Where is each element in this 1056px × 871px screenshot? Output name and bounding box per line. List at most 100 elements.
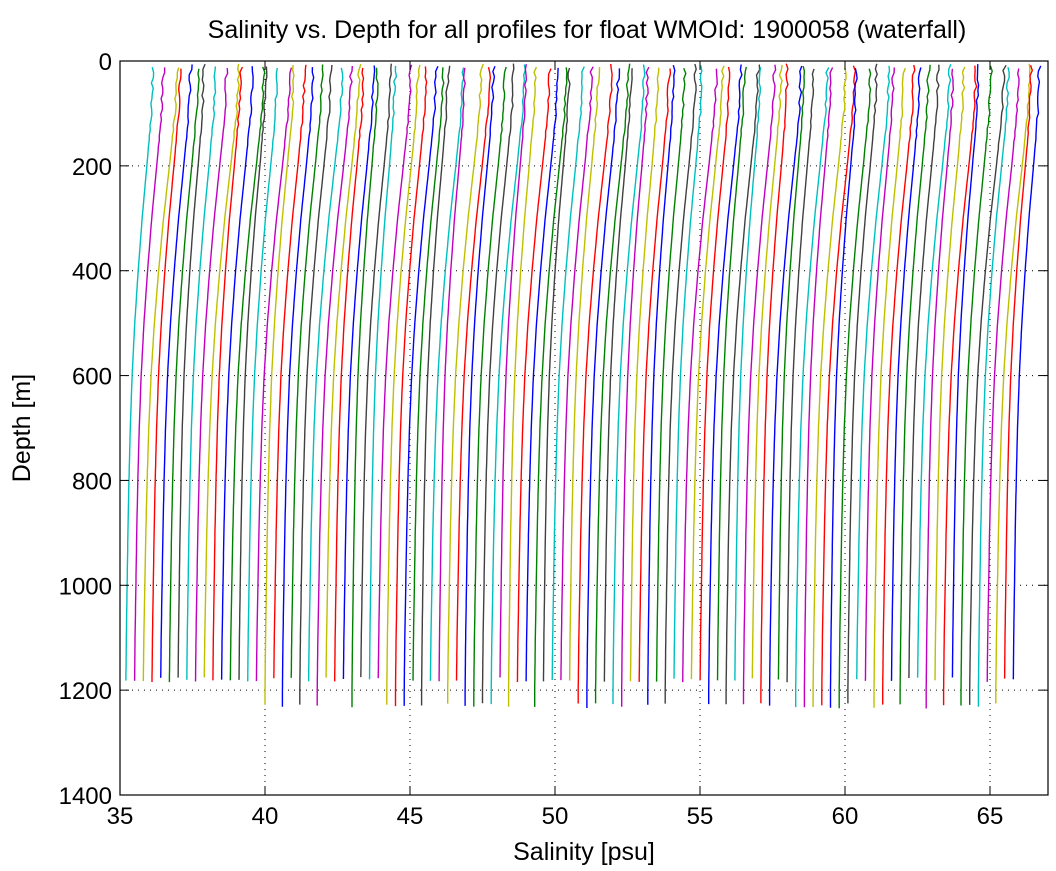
salinity-profile-line [360,63,392,678]
salinity-profile-line [638,68,672,682]
salinity-profile-line [299,64,333,705]
x-tick-label: 60 [832,803,859,830]
salinity-profile-line [890,67,922,681]
salinity-profile-line [551,66,585,681]
salinity-profile-line [334,67,365,682]
salinity-profile-line [812,67,847,707]
salinity-profile-line [203,63,241,678]
salinity-profile-line [568,67,601,681]
salinity-profile-line [655,67,687,682]
salinity-profile-line [838,68,872,709]
salinity-profile-line [882,64,916,705]
salinity-profile-line [386,64,421,705]
chart-title: Salinity vs. Depth for all profiles for … [208,16,967,44]
salinity-profile-line [603,68,633,682]
y-tick-labels: 0 200 400 600 800 1000 1200 1400 [59,49,112,810]
salinity-profile-line [768,65,803,706]
salinity-profile-line [803,67,834,708]
salinity-profile-line [612,64,646,705]
salinity-profile-line [899,64,931,705]
salinity-profile-line [856,65,891,680]
salinity-profile-line [629,67,660,682]
salinity-profile-line [934,66,966,681]
salinity-profile-line [403,66,439,706]
salinity-profile-line [586,68,621,708]
salinity-profile-line [795,67,830,708]
salinity-profile-line [673,65,703,679]
y-tick-label: 400 [72,259,112,286]
salinity-profile-line [716,66,747,681]
x-tick-label: 55 [687,803,714,830]
salinity-profile-line [255,67,293,682]
salinity-profile-line [942,65,978,706]
salinity-profile-line [664,63,697,704]
y-tick-label: 800 [72,468,112,495]
salinity-profile-line [447,63,484,704]
salinity-profile-line [542,67,571,682]
y-tick-label: 600 [72,364,112,391]
salinity-profile-line [960,65,993,706]
salinity-profile-line [594,63,631,704]
salinity-profile-line [708,64,743,705]
salinity-profile-line [977,67,1010,707]
salinity-profile-line [273,64,307,679]
salinity-profile-line [438,67,466,682]
axis-ticks [119,60,1048,796]
salinity-profile-line [238,66,268,680]
salinity-profile-line [951,64,980,678]
salinity-profile-line [525,67,559,682]
y-tick-label: 200 [72,154,112,181]
salinity-profile-line [829,68,858,708]
x-tick-label: 65 [977,803,1004,830]
salinity-profile-line [777,65,806,680]
salinity-profile-line [925,68,955,709]
salinity-profile-line [377,64,413,679]
salinity-profile-line [699,66,731,681]
salinity-profile-line [481,63,515,704]
salinity-profile-line [420,65,451,706]
salinity-profile-line [725,64,761,705]
salinity-profile-line [473,66,507,707]
y-axis-label: Depth [m] [8,374,36,482]
salinity-profile-line [507,66,538,707]
salinity-profile-line [290,64,324,678]
salinity-profile-line [821,65,857,706]
salinity-profile-line [560,66,594,681]
salinity-profile-line [499,63,528,678]
salinity-profile-line [316,65,353,706]
salinity-profile-line [177,63,206,678]
salinity-profile-line [186,66,217,680]
salinity-profile-line [995,63,1032,704]
salinity-profile-line [464,66,496,706]
salinity-profile-line [690,65,725,680]
y-tick-label: 0 [99,49,112,76]
salinity-profile-line [621,66,650,707]
salinity-profile-line [342,65,376,680]
salinity-profile-line [908,64,940,679]
salinity-profile-line [133,67,166,681]
profile-series-group [125,63,1042,709]
salinity-profile-line [873,67,907,708]
y-tick-label: 1400 [59,783,112,810]
y-tick-label: 1200 [59,678,112,705]
salinity-profile-line [1003,64,1034,679]
salinity-profile-line [864,67,895,681]
salinity-profile-line [916,64,952,678]
salinity-profile-line [368,65,398,680]
x-tick-label: 40 [252,803,279,830]
salinity-profile-line [742,64,777,705]
y-tick-label: 1000 [59,573,112,600]
plot-frame [119,60,1049,796]
salinity-profile-line [212,66,244,681]
salinity-profile-line [194,68,229,682]
salinity-profile-line [429,67,465,681]
salinity-profile-line [986,68,1020,682]
salinity-profile-line [751,64,783,679]
salinity-profile-line [351,67,379,708]
salinity-profile-line [160,64,193,678]
x-tick-label: 35 [107,803,134,830]
salinity-profile-line [229,66,266,681]
salinity-profile-line [760,63,789,704]
